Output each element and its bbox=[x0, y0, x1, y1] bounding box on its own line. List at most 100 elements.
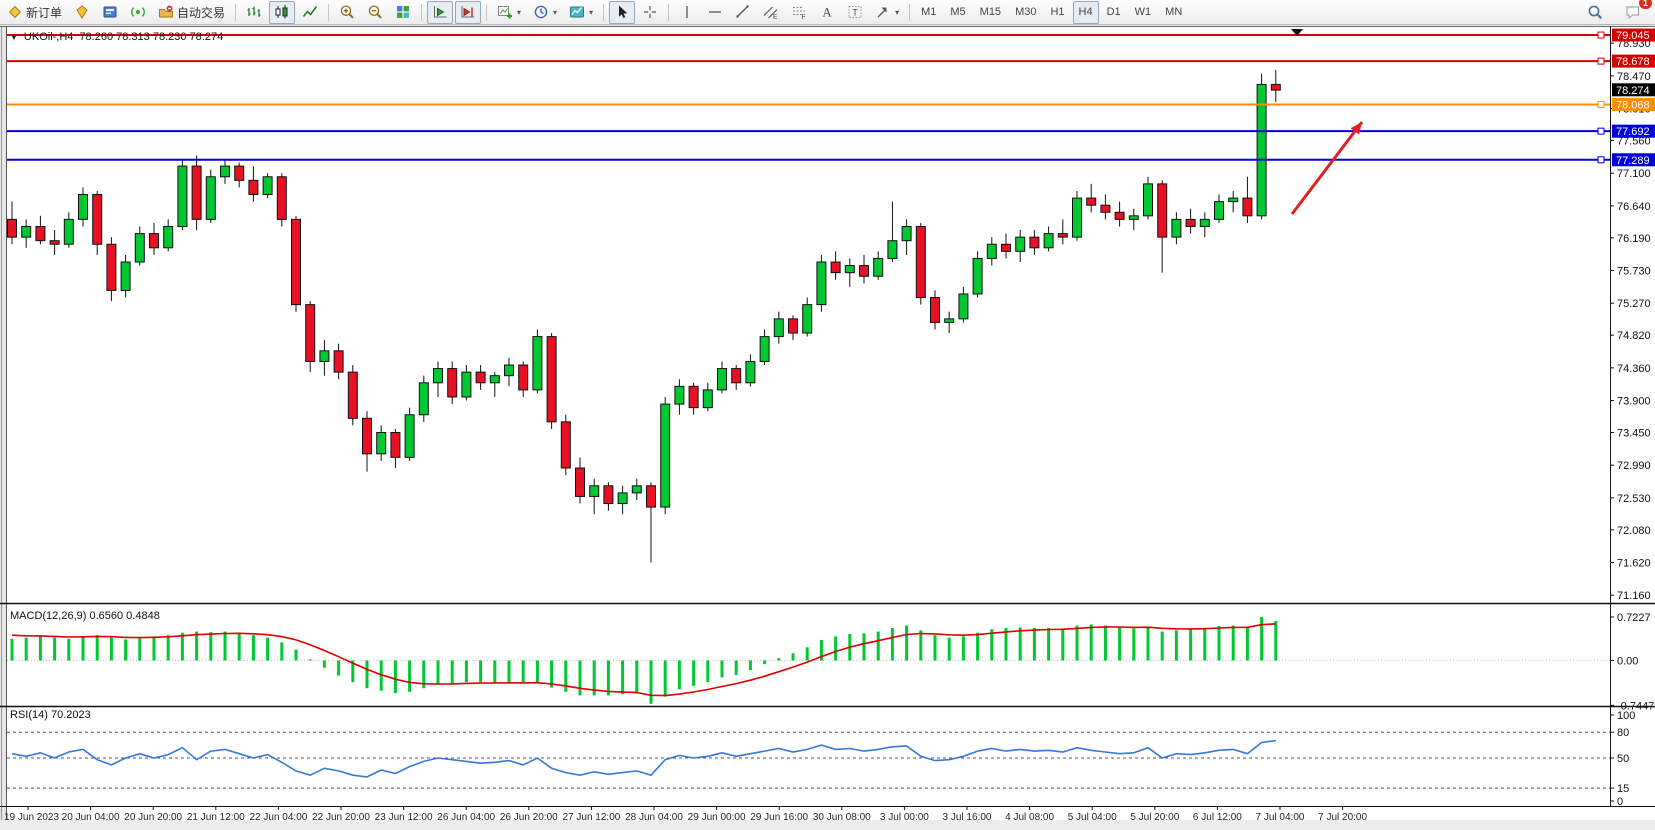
text-label-button[interactable]: T bbox=[842, 1, 868, 24]
zoom-out-button[interactable] bbox=[362, 1, 388, 24]
vertical-line-button[interactable] bbox=[674, 1, 700, 24]
macd-tick-label: -0.7447 bbox=[1617, 700, 1654, 712]
tf-h4-button[interactable]: H4 bbox=[1072, 0, 1099, 24]
line-chart-button[interactable] bbox=[297, 1, 323, 24]
time-tick-label: 29 Jun 16:00 bbox=[750, 812, 808, 823]
candle-body bbox=[191, 165, 202, 220]
candle-body bbox=[844, 265, 855, 274]
tf-h4-button-label: H4 bbox=[1078, 6, 1093, 18]
time-tick-label: 20 Jun 20:00 bbox=[124, 812, 182, 823]
level-price-label: 79.045 bbox=[1616, 30, 1650, 42]
terminal-window-button[interactable] bbox=[97, 1, 123, 24]
tf-h1-button-label: H1 bbox=[1050, 6, 1065, 18]
magnifier-icon bbox=[1588, 5, 1602, 19]
candle-body bbox=[1029, 236, 1040, 249]
signals-button[interactable] bbox=[125, 1, 151, 24]
level-line-anchor[interactable] bbox=[1597, 57, 1605, 65]
price-tick-label: 72.080 bbox=[1617, 525, 1651, 537]
level-price-label: 77.289 bbox=[1616, 155, 1650, 167]
bar-chart-button[interactable] bbox=[241, 1, 267, 24]
arrow-annotation-head[interactable] bbox=[1350, 122, 1362, 135]
templates-button[interactable]: ▾ bbox=[564, 1, 598, 24]
time-axis[interactable]: 19 Jun 2023 20 Jun 04:00 20 Jun 20:00 21 Ju… bbox=[4, 806, 1367, 823]
price-tick-label: 77.560 bbox=[1617, 136, 1651, 148]
tf-m5-button[interactable]: M5 bbox=[944, 1, 971, 24]
level-price-label: 78.678 bbox=[1616, 56, 1650, 68]
level-price-box bbox=[1612, 28, 1655, 42]
candle-body bbox=[575, 467, 585, 497]
candle-body bbox=[276, 176, 287, 220]
candle-body bbox=[362, 417, 372, 455]
candle-body bbox=[163, 225, 174, 249]
rsi-indicator-label: RSI(14) 70.2023 bbox=[10, 709, 91, 721]
price-tick-label: 78.470 bbox=[1617, 71, 1651, 83]
tf-h1-button[interactable]: H1 bbox=[1044, 1, 1070, 24]
periods-button[interactable]: ▾ bbox=[528, 1, 562, 24]
metaeditor-button[interactable] bbox=[69, 1, 95, 24]
price-axis[interactable]: 78.93078.47078.01077.56077.10076.64076.1… bbox=[1610, 38, 1654, 808]
arrow-annotation[interactable] bbox=[1290, 121, 1364, 215]
level-line-anchor[interactable] bbox=[1597, 156, 1605, 164]
chart-shift-button[interactable] bbox=[455, 0, 482, 24]
tf-mn-button[interactable]: MN bbox=[1159, 1, 1188, 24]
candle-body bbox=[447, 368, 458, 398]
chevron-down-icon[interactable]: ▼ bbox=[10, 32, 18, 42]
arrows-button[interactable]: ▾ bbox=[870, 1, 904, 24]
text-button[interactable]: A bbox=[814, 1, 840, 24]
auto-trading-button[interactable]: 自动交易 bbox=[153, 1, 230, 24]
time-tick-label: 5 Jul 04:00 bbox=[1068, 812, 1117, 823]
zoom-in-button[interactable] bbox=[334, 1, 360, 24]
candle-body bbox=[745, 360, 756, 384]
search-symbols-button[interactable] bbox=[1582, 1, 1608, 24]
candle-body bbox=[248, 179, 259, 196]
tile-windows-button[interactable] bbox=[390, 1, 416, 24]
candle-body bbox=[1228, 197, 1239, 203]
chat-button[interactable]: 1 bbox=[1620, 0, 1652, 24]
toolbar: 新订单 自动交易 ▾ ▾ ▾ E F A T ▾ M1 M5 M15 M30 H1 H4 D1 W1 MN 1 bbox=[0, 0, 1655, 25]
candle-body bbox=[504, 364, 514, 377]
svg-text:T: T bbox=[852, 8, 858, 18]
horizontal-line-button[interactable] bbox=[702, 1, 728, 24]
level-price-label: 77.692 bbox=[1616, 126, 1650, 138]
level-line-anchor[interactable] bbox=[1597, 127, 1605, 135]
candle-body bbox=[915, 225, 926, 299]
tf-d1-button[interactable]: D1 bbox=[1101, 1, 1127, 24]
equidistant-channel-button[interactable]: E bbox=[758, 1, 784, 24]
tiles-icon bbox=[397, 6, 410, 18]
trendline-icon bbox=[736, 5, 749, 18]
level-line-anchor[interactable] bbox=[1597, 31, 1605, 39]
candle-body bbox=[930, 297, 940, 323]
broadcast-icon bbox=[131, 7, 145, 17]
tf-mn-button-label: MN bbox=[1165, 6, 1183, 18]
tf-w1-button[interactable]: W1 bbox=[1129, 1, 1158, 24]
time-tick-label: 26 Jun 20:00 bbox=[500, 812, 558, 823]
fibonacci-button[interactable]: F bbox=[786, 1, 812, 24]
candle-body bbox=[418, 382, 429, 416]
candle-body bbox=[972, 257, 983, 295]
candle-body bbox=[830, 261, 841, 274]
time-tick-label: 3 Jul 00:00 bbox=[880, 812, 929, 823]
candle-body bbox=[319, 350, 330, 362]
new-order-icon bbox=[8, 5, 22, 19]
cursor-button[interactable] bbox=[609, 0, 636, 24]
tf-m15-button[interactable]: M15 bbox=[974, 1, 1007, 24]
trendline-button[interactable] bbox=[730, 1, 756, 24]
left-frame bbox=[0, 26, 7, 820]
ohlc-values: 78.260 78.313 78.230 78.274 bbox=[79, 31, 224, 43]
candle-body bbox=[475, 371, 486, 384]
tf-m1-button[interactable]: M1 bbox=[915, 1, 942, 24]
candle-body bbox=[873, 257, 884, 277]
indicators-button[interactable]: ▾ bbox=[492, 1, 526, 24]
new-order-button[interactable]: 新订单 bbox=[2, 1, 67, 24]
chart-shift-marker[interactable] bbox=[1291, 29, 1303, 36]
candle-body bbox=[688, 385, 699, 409]
tf-m30-button[interactable]: M30 bbox=[1009, 1, 1042, 24]
candle-body bbox=[433, 368, 443, 384]
auto-scroll-button[interactable] bbox=[427, 0, 454, 24]
crosshair-button[interactable] bbox=[637, 1, 663, 24]
candlestick-chart-button[interactable] bbox=[269, 0, 296, 24]
candle-body bbox=[1242, 197, 1253, 217]
level-line-anchor[interactable] bbox=[1597, 100, 1605, 108]
time-tick-label: 22 Jun 04:00 bbox=[249, 812, 307, 823]
